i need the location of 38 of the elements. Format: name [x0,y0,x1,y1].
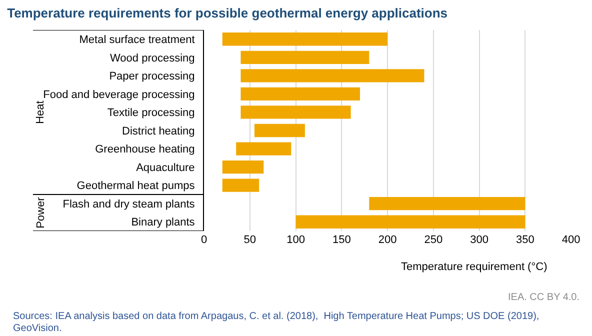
bar [369,197,526,210]
x-tick-label: 50 [244,234,256,246]
y-tick-label: Flash and dry steam plants [62,198,196,210]
bar [296,215,526,228]
bar [254,124,305,138]
x-axis-title: Temperature requirement (°C) [401,261,548,273]
bar [240,69,424,82]
y-tick-label: Paper processing [109,70,195,83]
x-tick-label: 400 [562,234,580,246]
x-tick-label: 350 [516,234,534,246]
y-tick-label: Binary plants [131,216,196,229]
bar [222,32,388,46]
text: Heat [34,100,46,124]
bar [240,50,370,64]
text: IEA. CC BY 4.0. [508,292,580,303]
x-tick-label: 200 [378,234,397,246]
y-tick-label: Metal surface treatment [79,34,195,46]
text: Power [34,196,47,228]
chart-title: Temperature requirements for possible geothermal energy applications [7,6,448,20]
y-tick-label: Geothermal heat pumps [76,180,196,192]
y-tick-label: Aquaculture [136,162,195,174]
x-tick-label: 250 [424,234,443,246]
x-tick-label: 100 [286,234,305,246]
bar [222,178,260,192]
x-tick-label: 300 [470,234,488,246]
y-tick-label: Textile processing [107,107,195,120]
x-tick-label: 150 [332,234,351,246]
bar [236,142,292,156]
y-tick-label: Wood processing [110,52,195,64]
y-tick-label: Food and beverage processing [43,88,195,101]
y-tick-label: District heating [122,125,195,138]
y-tick-label: Greenhouse heating [95,144,195,156]
bar [240,87,360,101]
source-note: Sources: IEA analysis based on data from Arpagaus, C. et al. (2018), High Temperature Heat Pumps; US DOE (2019), [13,311,540,322]
bar [240,106,351,119]
text: GeoVision. [13,323,62,334]
x-tick-label: 0 [200,234,208,246]
bar [222,160,264,174]
